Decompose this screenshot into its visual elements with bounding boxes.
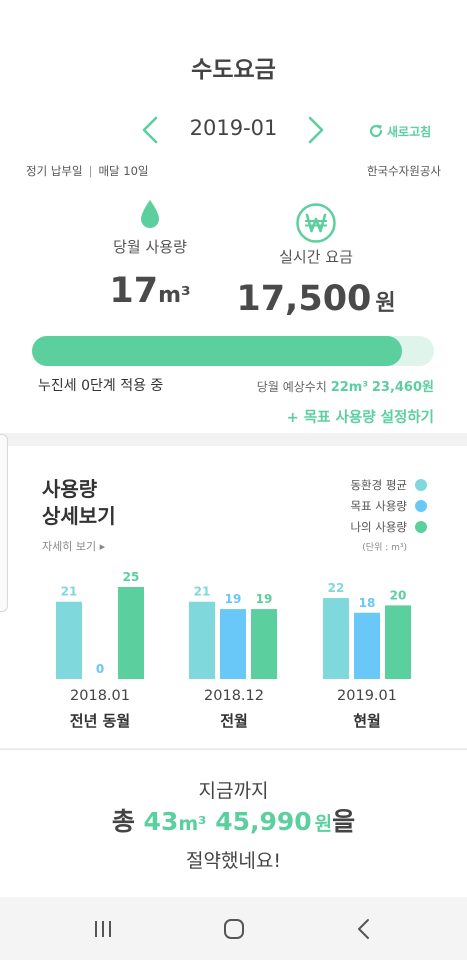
- progressive-tax-status: 누진세 0단계 적용 중: [38, 378, 164, 394]
- bar-value-label: 20: [390, 588, 407, 602]
- usage-value: 17: [109, 271, 159, 311]
- usage-progress-fill: [32, 336, 402, 366]
- view-details-link[interactable]: 자세히 보기 ▸: [42, 540, 106, 553]
- top-card: 수도요금 2019-01 새로고침 정기 납부일 | 매달 10일 한국수자원공사 …: [0, 32, 467, 433]
- usage-unit: m³: [158, 283, 191, 308]
- recent-apps-icon[interactable]: [89, 915, 117, 943]
- legend-dot-neighbor: [415, 478, 427, 491]
- category-year: 2019.01: [337, 688, 397, 704]
- fee-label: 실시간 요금: [279, 248, 353, 266]
- bar-value-label: 19: [225, 592, 242, 606]
- usage-value-row: 17m³: [90, 271, 210, 311]
- usage-detail-title-line1: 사용량: [42, 477, 98, 501]
- legend-item: 나의 사용량: [350, 516, 427, 537]
- usage-detail-card: 사용량 상세보기 자세히 보기 ▸ 동환경 평균 목표 사용량 나의 사용량 (…: [0, 446, 467, 748]
- bar-value-label: 0: [96, 662, 104, 676]
- legend-item: 목표 사용량: [350, 495, 427, 516]
- category-name: 현월: [353, 712, 381, 730]
- refresh-label: 새로고침: [387, 124, 432, 139]
- savings-outro: 절약했네요!: [185, 850, 282, 872]
- savings-usage-unit: m³: [178, 813, 207, 835]
- bar-neighbor: [323, 598, 349, 679]
- chevron-left-icon[interactable]: [134, 112, 170, 148]
- forecast-label: 당월 예상수치: [256, 380, 327, 394]
- fee-unit: 원: [375, 291, 396, 316]
- system-nav-bar: [0, 897, 467, 960]
- bar-mine: [251, 609, 277, 679]
- legend-dot-target: [415, 499, 427, 512]
- bar-value-label: 22: [328, 581, 345, 595]
- legend-label-mine: 나의 사용량: [350, 519, 407, 534]
- water-drop-icon: [141, 200, 159, 228]
- separator: |: [88, 164, 93, 178]
- bar-value-label: 19: [256, 592, 273, 606]
- legend-label-neighbor: 동환경 평균: [350, 477, 407, 492]
- bar-mine: [118, 587, 144, 679]
- bar-target: [354, 612, 380, 679]
- month-navigator: 2019-01 새로고침: [0, 112, 467, 148]
- category-name: 전월: [220, 712, 248, 730]
- savings-summary: 총 43m³ 45,990 원을: [0, 802, 467, 838]
- monthly-forecast: 당월 예상수치 22m³ 23,460원: [257, 376, 434, 395]
- savings-usage-value: 43: [143, 807, 179, 836]
- refresh-button[interactable]: 새로고침: [368, 120, 431, 142]
- bar-value-label: 18: [359, 596, 376, 610]
- bar-value-label: 25: [123, 570, 140, 584]
- chevron-right-icon[interactable]: [298, 112, 334, 148]
- set-goal-button[interactable]: + 목표 사용량 설정하기: [286, 410, 434, 426]
- fee-value-row: 17,500 원: [236, 279, 396, 319]
- savings-amount-value: 45,990: [215, 807, 312, 836]
- savings-amount-unit: 원: [314, 813, 333, 835]
- category-name: 전년 동월: [69, 712, 131, 730]
- current-month: 2019-01: [189, 116, 278, 140]
- company-name: 한국수자원공사: [366, 164, 441, 178]
- usage-bar-chart: 21 0 25 21 19 19 22 18 20: [56, 570, 411, 679]
- legend-item: 동환경 평균: [350, 474, 427, 495]
- page-title: 수도요금: [191, 57, 276, 83]
- legend-dot-mine: [415, 520, 427, 533]
- usage-progress-bar: [32, 336, 434, 366]
- category-year: 2018.12: [204, 688, 264, 704]
- bar-neighbor: [56, 601, 82, 679]
- bar-value-label: 21: [61, 585, 78, 599]
- due-day: 매달 10일: [98, 164, 149, 178]
- category-year: 2018.01: [70, 688, 130, 704]
- home-icon[interactable]: [220, 915, 248, 943]
- monthly-usage-metric: 당월 사용량 17m³: [90, 198, 210, 311]
- savings-suffix: 을: [332, 807, 356, 836]
- side-drawer-handle[interactable]: [0, 434, 8, 612]
- bar-mine: [385, 605, 411, 679]
- usage-detail-title: 사용량 상세보기: [42, 476, 116, 530]
- back-icon[interactable]: [350, 915, 378, 943]
- fee-value: 17,500: [236, 279, 372, 319]
- savings-card: 지금까지 총 43m³ 45,990 원을 절약했네요!: [0, 749, 467, 897]
- refresh-icon: [369, 124, 383, 138]
- bar-value-label: 21: [194, 585, 211, 599]
- usage-detail-title-line2: 상세보기: [42, 504, 116, 528]
- forecast-amount: 23,460원: [371, 380, 434, 395]
- status-bar: [0, 0, 467, 32]
- bar-target: [220, 609, 246, 679]
- savings-intro: 지금까지: [198, 780, 269, 802]
- usage-label: 당월 사용량: [113, 238, 187, 256]
- due-label: 정기 납부일: [26, 164, 83, 178]
- savings-prefix: 총: [111, 807, 135, 836]
- unit-note: (단위 : m³): [362, 543, 407, 553]
- legend-label-target: 목표 사용량: [350, 498, 407, 513]
- bar-neighbor: [189, 601, 215, 679]
- realtime-fee-metric: 실시간 요금 17,500 원: [236, 202, 396, 319]
- won-icon: [296, 203, 336, 243]
- billing-info-row: 정기 납부일 | 매달 10일 한국수자원공사: [26, 163, 441, 179]
- chart-legend: 동환경 평균 목표 사용량 나의 사용량 (단위 : m³): [350, 474, 427, 553]
- forecast-usage: 22m³: [330, 380, 369, 395]
